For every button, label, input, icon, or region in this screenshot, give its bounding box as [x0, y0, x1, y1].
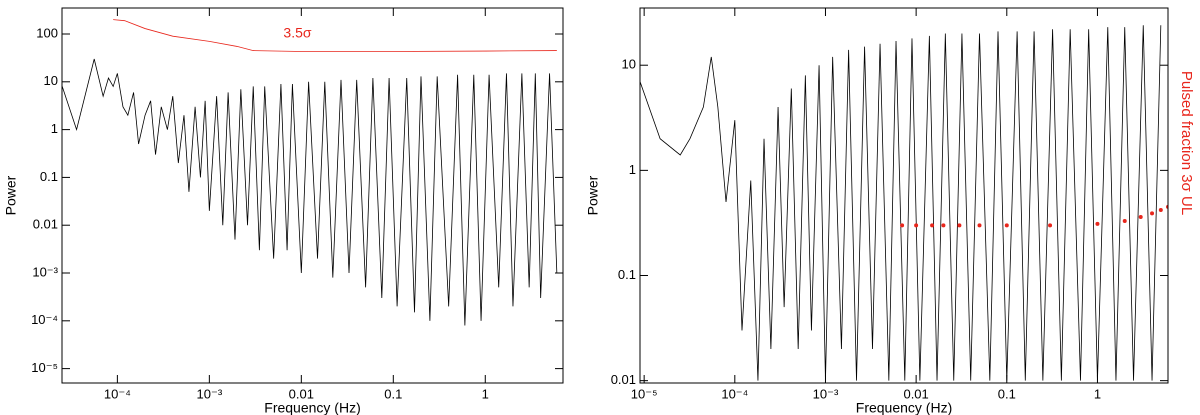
ul-point: [1122, 218, 1127, 223]
y-tick-label: 10: [622, 57, 636, 72]
ul-point: [1095, 221, 1100, 226]
y-axis-label: Power: [3, 175, 19, 215]
x-tick-label: 0.1: [998, 386, 1016, 401]
x-tick-label: 10⁻⁴: [721, 386, 748, 401]
plot-frame: [61, 7, 564, 384]
x-tick-label: 10⁻⁴: [104, 386, 131, 401]
y-tick-label: 10⁻⁵: [31, 360, 58, 375]
ul-point: [977, 223, 982, 228]
y-tick-label: 1: [629, 162, 636, 177]
plot-frame: [639, 7, 1169, 384]
y-tick-label: 10⁻⁴: [31, 312, 58, 327]
y-tick-label: 10⁻³: [32, 264, 58, 279]
x-axis-label: Frequency (Hz): [264, 400, 360, 415]
ul-point: [941, 223, 946, 228]
power-spectrum: [640, 25, 1162, 381]
ul-point: [900, 223, 905, 228]
ul-point: [1150, 211, 1155, 216]
ul-point: [930, 223, 935, 228]
ul-point: [1138, 215, 1143, 220]
x-axis-label: Frequency (Hz): [856, 400, 952, 415]
y-tick-label: 0.1: [618, 267, 636, 282]
ul-point: [1004, 223, 1009, 228]
x-tick-label: 0.01: [903, 386, 928, 401]
x-tick-label: 10⁻⁵: [631, 386, 658, 401]
x-tick-label: 0.1: [384, 386, 402, 401]
ul-point: [1158, 207, 1163, 212]
power-spectrum: [62, 58, 558, 326]
ul-point: [1048, 223, 1053, 228]
y-tick-label: 0.1: [40, 169, 58, 184]
x-tick-label: 10⁻³: [197, 386, 223, 401]
y-tick-label: 0.01: [33, 217, 58, 232]
annotation: 3.5σ: [283, 25, 311, 41]
x-tick-label: 0.01: [289, 386, 314, 401]
y-tick-label: 0.01: [611, 372, 636, 387]
y-axis-label: Power: [585, 175, 601, 215]
ul-point: [914, 223, 919, 228]
y-tick-label: 100: [36, 25, 58, 40]
y2-axis-label: Pulsed fraction 3σ UL: [1178, 71, 1195, 215]
y-tick-label: 10: [44, 73, 58, 88]
y-tick-label: 1: [51, 121, 58, 136]
x-tick-label: 1: [482, 386, 489, 401]
x-tick-label: 10⁻³: [813, 386, 839, 401]
threshold-line: [113, 19, 557, 52]
ul-point: [957, 223, 962, 228]
x-tick-label: 1: [1094, 386, 1101, 401]
